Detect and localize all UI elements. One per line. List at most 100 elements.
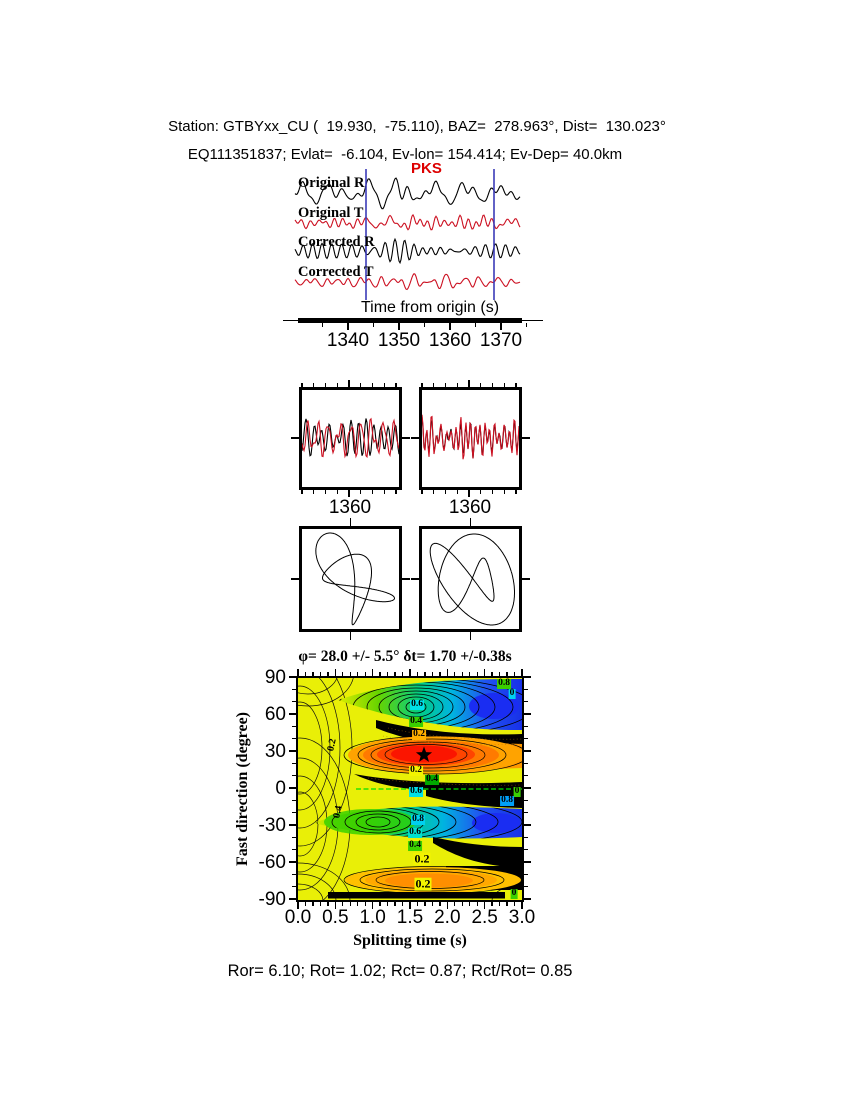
waveform-path (294, 213, 521, 231)
quality-metrics: Ror= 6.10; Rot= 1.02; Rct= 0.87; Rct/Rot… (227, 962, 573, 980)
tick-mark (521, 669, 523, 676)
particle-motion-left-box (299, 526, 402, 632)
tick-mark (360, 383, 362, 387)
tick-mark (394, 672, 396, 676)
tick-mark (439, 902, 441, 906)
tick-mark (304, 672, 307, 676)
contour-xlabel: Splitting time (s) (353, 932, 467, 949)
tick-mark (349, 518, 352, 526)
tick-mark (469, 902, 471, 906)
tick-mark (525, 323, 528, 327)
tick-mark (319, 672, 322, 676)
splittime-tick-label: 1.5 (396, 907, 424, 928)
tick-mark (480, 490, 482, 494)
tick-mark (515, 490, 517, 494)
hatch-texture (367, 727, 522, 786)
tick-mark (416, 902, 419, 906)
particle-motion-right (429, 533, 515, 626)
tick-mark (336, 490, 338, 494)
tick-mark (401, 902, 404, 906)
tick-mark (416, 672, 419, 676)
trace-label: Original T (298, 205, 364, 221)
tick-mark (383, 490, 385, 494)
contour-level-label: 0.6 (410, 699, 424, 710)
tick-mark (292, 725, 296, 728)
tick-mark (291, 437, 299, 439)
tick-mark (491, 902, 493, 906)
tick-mark (500, 323, 502, 330)
contour-level-label: 0.4 (408, 840, 422, 851)
tick-mark (476, 672, 478, 676)
tick-mark (336, 383, 338, 387)
tick-mark (289, 898, 296, 900)
tick-mark (524, 688, 528, 691)
tick-mark (524, 824, 531, 826)
tick-mark (524, 774, 528, 777)
tick-mark (304, 902, 307, 906)
tick-mark (411, 437, 419, 439)
contour-level-label: 0.2 (413, 851, 431, 866)
waveform-path (294, 177, 521, 210)
tick-mark (474, 323, 477, 327)
tick-mark (289, 824, 296, 826)
tick-mark (461, 902, 463, 906)
contour-title: φ= 28.0 +/- 5.5° δt= 1.70 +/-0.38s (298, 648, 512, 665)
tick-mark (371, 490, 374, 494)
tick-mark (498, 902, 501, 906)
time-tick-label: 1340 (326, 330, 370, 351)
time-axis-label: Time from origin (s) (360, 299, 500, 316)
tick-mark (439, 672, 441, 676)
splittime-tick-label: 0.5 (322, 907, 349, 928)
zoom-window-left-box (299, 387, 402, 490)
tick-mark (313, 490, 315, 494)
tick-mark (506, 902, 508, 906)
contour-level-label: 0.8 (411, 814, 425, 825)
station-header: Station: GTBYxx_CU ( 19.930, -75.110), B… (168, 118, 666, 135)
tick-mark (469, 518, 472, 526)
tick-mark (371, 669, 374, 676)
tick-mark (371, 383, 374, 387)
tick-mark (524, 799, 528, 802)
particle-motion-right-box (419, 526, 522, 632)
contour-level-label: 0 (513, 786, 521, 797)
waveform-path (294, 273, 521, 291)
tick-mark (289, 861, 296, 863)
tick-mark (394, 902, 396, 906)
tick-mark (319, 902, 322, 906)
contour-level-label: 0.4 (425, 774, 439, 785)
contour-level-label-rotated: 0.4 (331, 804, 345, 820)
contour-level-label-rotated: 0.2 (325, 737, 339, 753)
tick-mark (411, 578, 419, 580)
tick-mark (423, 323, 426, 327)
tick-mark (348, 490, 350, 497)
tick-mark (364, 902, 366, 906)
tick-mark (327, 902, 329, 906)
time-tick-label: 1360 (428, 330, 472, 351)
zoom-window-right-box (419, 387, 522, 490)
tick-mark (424, 902, 426, 906)
tick-mark (289, 676, 296, 678)
tick-mark (454, 902, 456, 906)
tick-mark (503, 490, 505, 494)
fastdir-tick-label: 60 (264, 704, 286, 725)
tick-mark (524, 762, 528, 765)
zoom-right-tick: 1360 (448, 497, 492, 518)
tick-mark (524, 848, 528, 851)
tick-mark (469, 672, 471, 676)
splittime-tick-label: 0.0 (284, 907, 312, 928)
tick-mark (456, 383, 458, 387)
tick-mark (461, 672, 463, 676)
fastdir-tick-label: 90 (264, 667, 286, 688)
tick-mark (292, 688, 296, 691)
contour-level-label: 0.6 (408, 827, 422, 838)
splittime-tick-label: 1.0 (359, 907, 386, 928)
tick-mark (334, 902, 337, 909)
tick-mark (522, 578, 530, 580)
tick-mark (444, 490, 447, 494)
trace-label: Corrected T (298, 264, 374, 280)
tick-mark (456, 490, 458, 494)
phase-label: PKS (411, 160, 442, 177)
tick-mark (433, 383, 435, 387)
tick-mark (513, 902, 516, 906)
contour-level-label: 0 (508, 688, 516, 699)
